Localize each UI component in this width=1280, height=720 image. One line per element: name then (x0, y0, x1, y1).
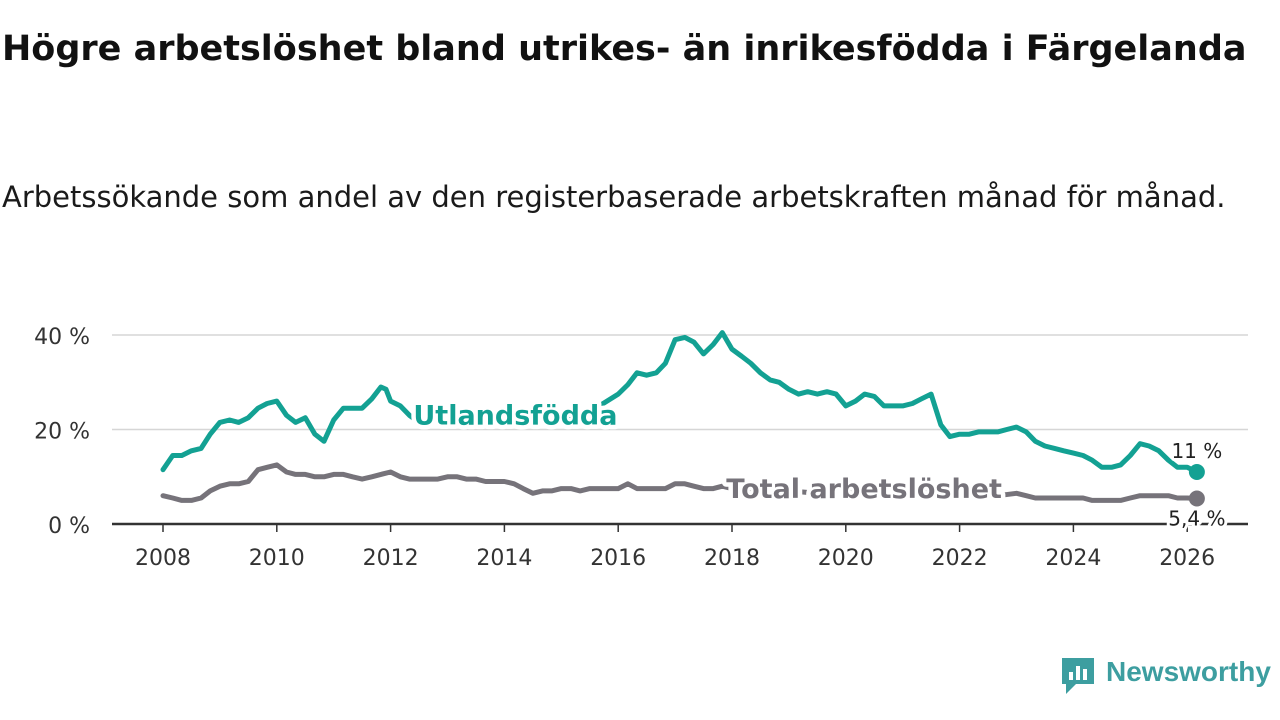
newsworthy-logo-icon (1062, 658, 1094, 694)
series-annotation: Utlandsfödda (413, 400, 617, 431)
x-tick-label: 2024 (1045, 546, 1101, 571)
chart-subtitle: Arbetssökande som andel av den registerb… (2, 180, 1226, 214)
y-tick-label: 0 % (48, 514, 90, 539)
y-tick-label: 40 % (34, 325, 90, 350)
x-tick-label: 2012 (363, 546, 419, 571)
series-line-total (160, 462, 1200, 503)
series-end-label: 5,4 % (1168, 506, 1225, 530)
annotations: 11 % 5,4 % Utlandsfödda Total arbetslöshet (409, 396, 1229, 534)
x-tick-label: 2022 (932, 546, 988, 571)
x-axis: 2008 2010 2012 2014 2016 2018 2020 2022 2024 2026 (112, 522, 1248, 571)
x-tick-label: 2016 (590, 546, 646, 571)
newsworthy-logo: Newsworthy (1058, 654, 1278, 698)
line-chart: 2008 2010 2012 2014 2016 2018 2020 2022 2024 2026… (34, 325, 1248, 571)
series-line-utlandsfodda (160, 330, 1200, 475)
x-tick-label: 2018 (704, 546, 760, 571)
chart-title: Högre arbetslöshet bland utrikes- än inr… (2, 29, 1247, 69)
x-tick-label: 2014 (476, 546, 532, 571)
y-tick-label: 20 % (34, 420, 90, 445)
series-end-marker (1188, 464, 1205, 481)
series-end-marker (1188, 490, 1205, 507)
series-annotation: Total arbetslöshet (726, 474, 1002, 505)
series-lines (160, 330, 1205, 507)
x-tick-label: 2008 (135, 546, 191, 571)
y-axis: 0 % 20 % 40 % (34, 325, 90, 539)
x-tick-label: 2026 (1159, 546, 1215, 571)
x-tick-label: 2010 (249, 546, 305, 571)
brand-name: Newsworthy (1106, 656, 1271, 687)
x-tick-label: 2020 (818, 546, 874, 571)
series-end-label: 11 % (1171, 439, 1222, 463)
grid-lines (112, 334, 1248, 431)
